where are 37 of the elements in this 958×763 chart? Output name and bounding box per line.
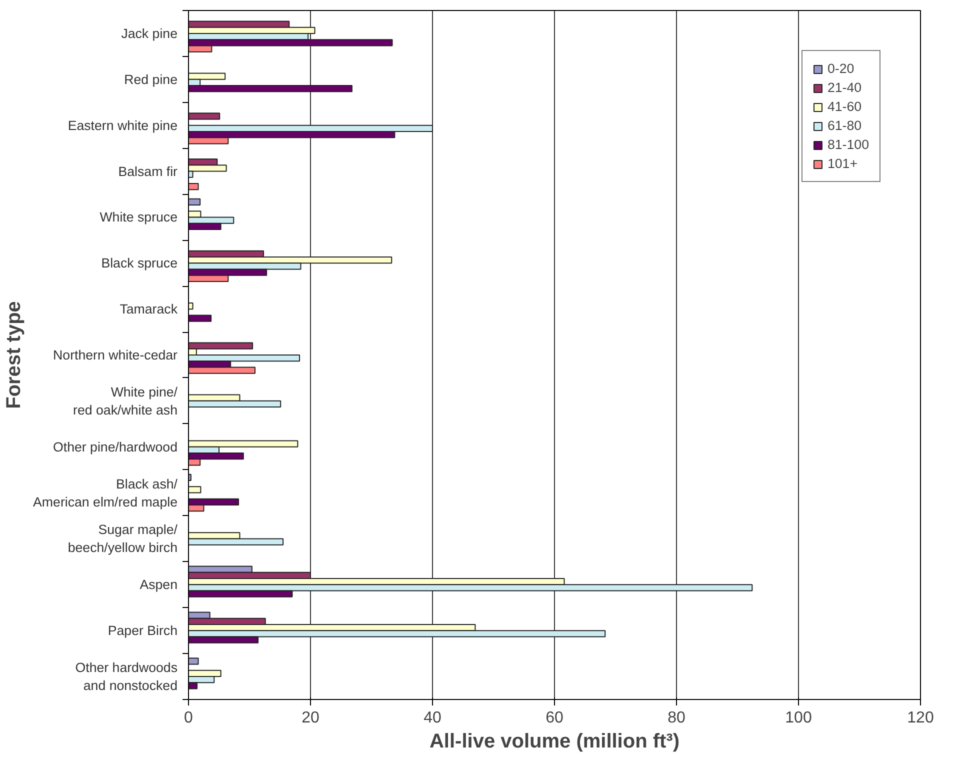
bar (188, 183, 199, 190)
bar (188, 302, 194, 310)
x-tick-label: 100 (785, 710, 812, 726)
y-tick-label: Tamarack (120, 302, 178, 317)
x-tick-label: 0 (184, 710, 194, 726)
y-tick-label: Sugar maple/ beech/yellow birch (68, 522, 178, 556)
y-tick-label: White pine/ red oak/white ash (73, 384, 178, 418)
bar (188, 314, 212, 322)
legend-label: 21-40 (827, 80, 862, 95)
legend-label: 101+ (827, 156, 858, 171)
x-tick-label: 120 (907, 710, 934, 726)
legend-label: 81-100 (827, 137, 869, 152)
y-tick-label: Balsam fir (118, 164, 178, 179)
legend-label: 41-60 (827, 99, 862, 114)
legend-label: 61-80 (827, 118, 862, 133)
legend-label: 0-20 (827, 61, 854, 76)
y-tick-label: Jack pine (121, 26, 178, 41)
y-tick-label: White spruce (100, 210, 178, 225)
x-tick-label: 80 (668, 710, 686, 726)
bar (188, 486, 202, 494)
y-tick-label: Black ash/ American elm/red maple (33, 476, 178, 510)
bar (188, 112, 220, 120)
x-tick-label: 60 (546, 710, 564, 726)
x-tick-label: 20 (302, 710, 320, 726)
y-tick-label: Other pine/hardwood (53, 439, 178, 454)
y-tick-label: Paper Birch (108, 623, 178, 638)
x-tick-label: 40 (424, 710, 442, 726)
y-tick-label: Eastern white pine (68, 118, 178, 133)
y-tick-label: Aspen (140, 577, 178, 592)
x-axis-title: All-live volume (million ft³) (429, 730, 680, 752)
y-axis-title: Forest type (3, 301, 26, 409)
bar (188, 658, 199, 665)
y-tick-label: Northern white-cedar (53, 348, 178, 362)
y-tick-label: Other hardwoods and nonstocked (75, 660, 178, 694)
bar (188, 198, 201, 206)
y-tick-label: Black spruce (101, 256, 178, 271)
y-tick-label: Red pine (124, 72, 178, 87)
